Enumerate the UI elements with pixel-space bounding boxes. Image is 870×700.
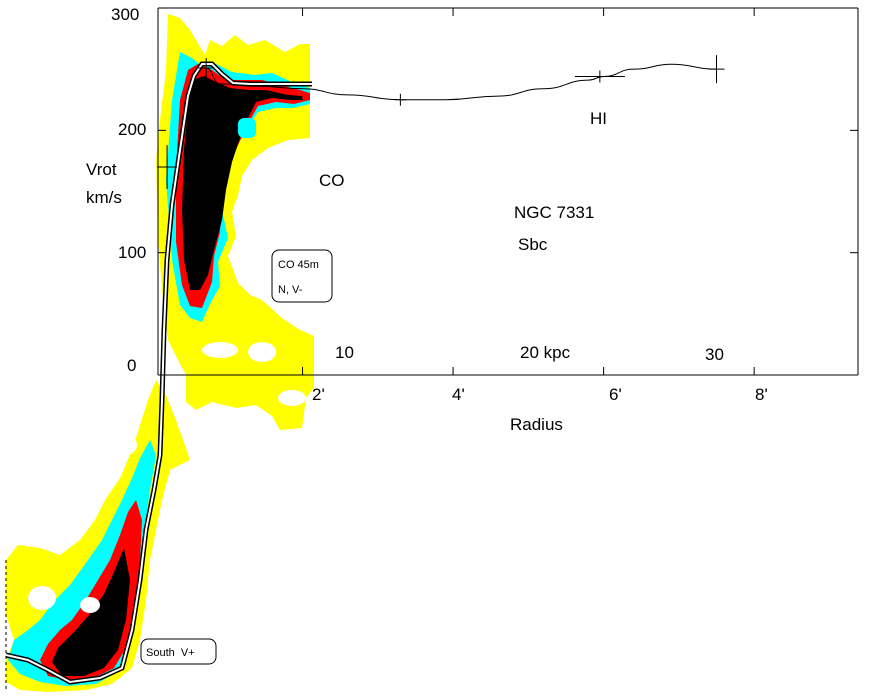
- co-label: CO: [319, 171, 345, 190]
- co-rotation-curve: [5, 61, 312, 685]
- x-tick-label-kpc: 30: [705, 345, 724, 364]
- galaxy-name: NGC 7331: [514, 203, 594, 222]
- y-tick-label: 300: [111, 5, 139, 24]
- plot-frame: [157, 7, 859, 376]
- y-axis-unit: km/s: [86, 188, 122, 207]
- south-box-label: South V+: [146, 647, 195, 659]
- hi-label: HI: [590, 109, 607, 128]
- x-tick-label-arcmin: 6': [609, 385, 622, 404]
- south-box: South V+: [140, 638, 217, 665]
- co-45m-box-line1: CO 45m: [278, 259, 319, 271]
- co-45m-box-line2: N, V-: [278, 284, 303, 296]
- co-contour-black-south: [52, 548, 130, 676]
- co-45m-box: CO 45m N, V-: [271, 249, 333, 303]
- y-tick-label: 200: [118, 120, 146, 139]
- co-pv-diagram-north: [156, 14, 314, 430]
- co-contour-black: [182, 76, 303, 290]
- hi-error-bar: [574, 70, 625, 83]
- co-error-bar: [198, 57, 215, 78]
- x-tick-label-kpc: 10: [335, 343, 354, 362]
- co-hole-1: [258, 173, 278, 187]
- co-hole-south-1: [28, 586, 56, 610]
- galaxy-type: Sbc: [518, 235, 548, 254]
- co-cutout-1: [238, 118, 256, 138]
- hi-error-bar: [394, 93, 407, 106]
- co-curve-line: [5, 63, 312, 684]
- x-axis-label: Radius: [510, 415, 563, 434]
- co-hole-south-2: [80, 597, 100, 613]
- x-tick-label-arcmin: 4': [452, 385, 465, 404]
- axis-ticks: [158, 8, 858, 375]
- co-hole-2: [202, 342, 238, 358]
- x-tick-label-kpc: 20 kpc: [520, 343, 571, 362]
- x-tick-label-arcmin: 8': [755, 385, 768, 404]
- co-hole-south-3: [113, 435, 137, 455]
- co-pv-diagram-south: [6, 380, 190, 692]
- hi-error-bar: [708, 55, 725, 84]
- y-tick-label: 0: [127, 356, 136, 375]
- x-tick-label-arcmin: 2': [312, 385, 325, 404]
- y-axis-label: Vrot: [86, 160, 117, 179]
- co-hole-4: [278, 390, 306, 406]
- hi-series: [206, 55, 725, 106]
- hi-rotation-curve: [206, 63, 717, 101]
- co-hole-3: [248, 342, 276, 362]
- co-error-points: [157, 57, 215, 190]
- y-tick-label: 100: [118, 243, 146, 262]
- co-error-bar: [157, 145, 178, 190]
